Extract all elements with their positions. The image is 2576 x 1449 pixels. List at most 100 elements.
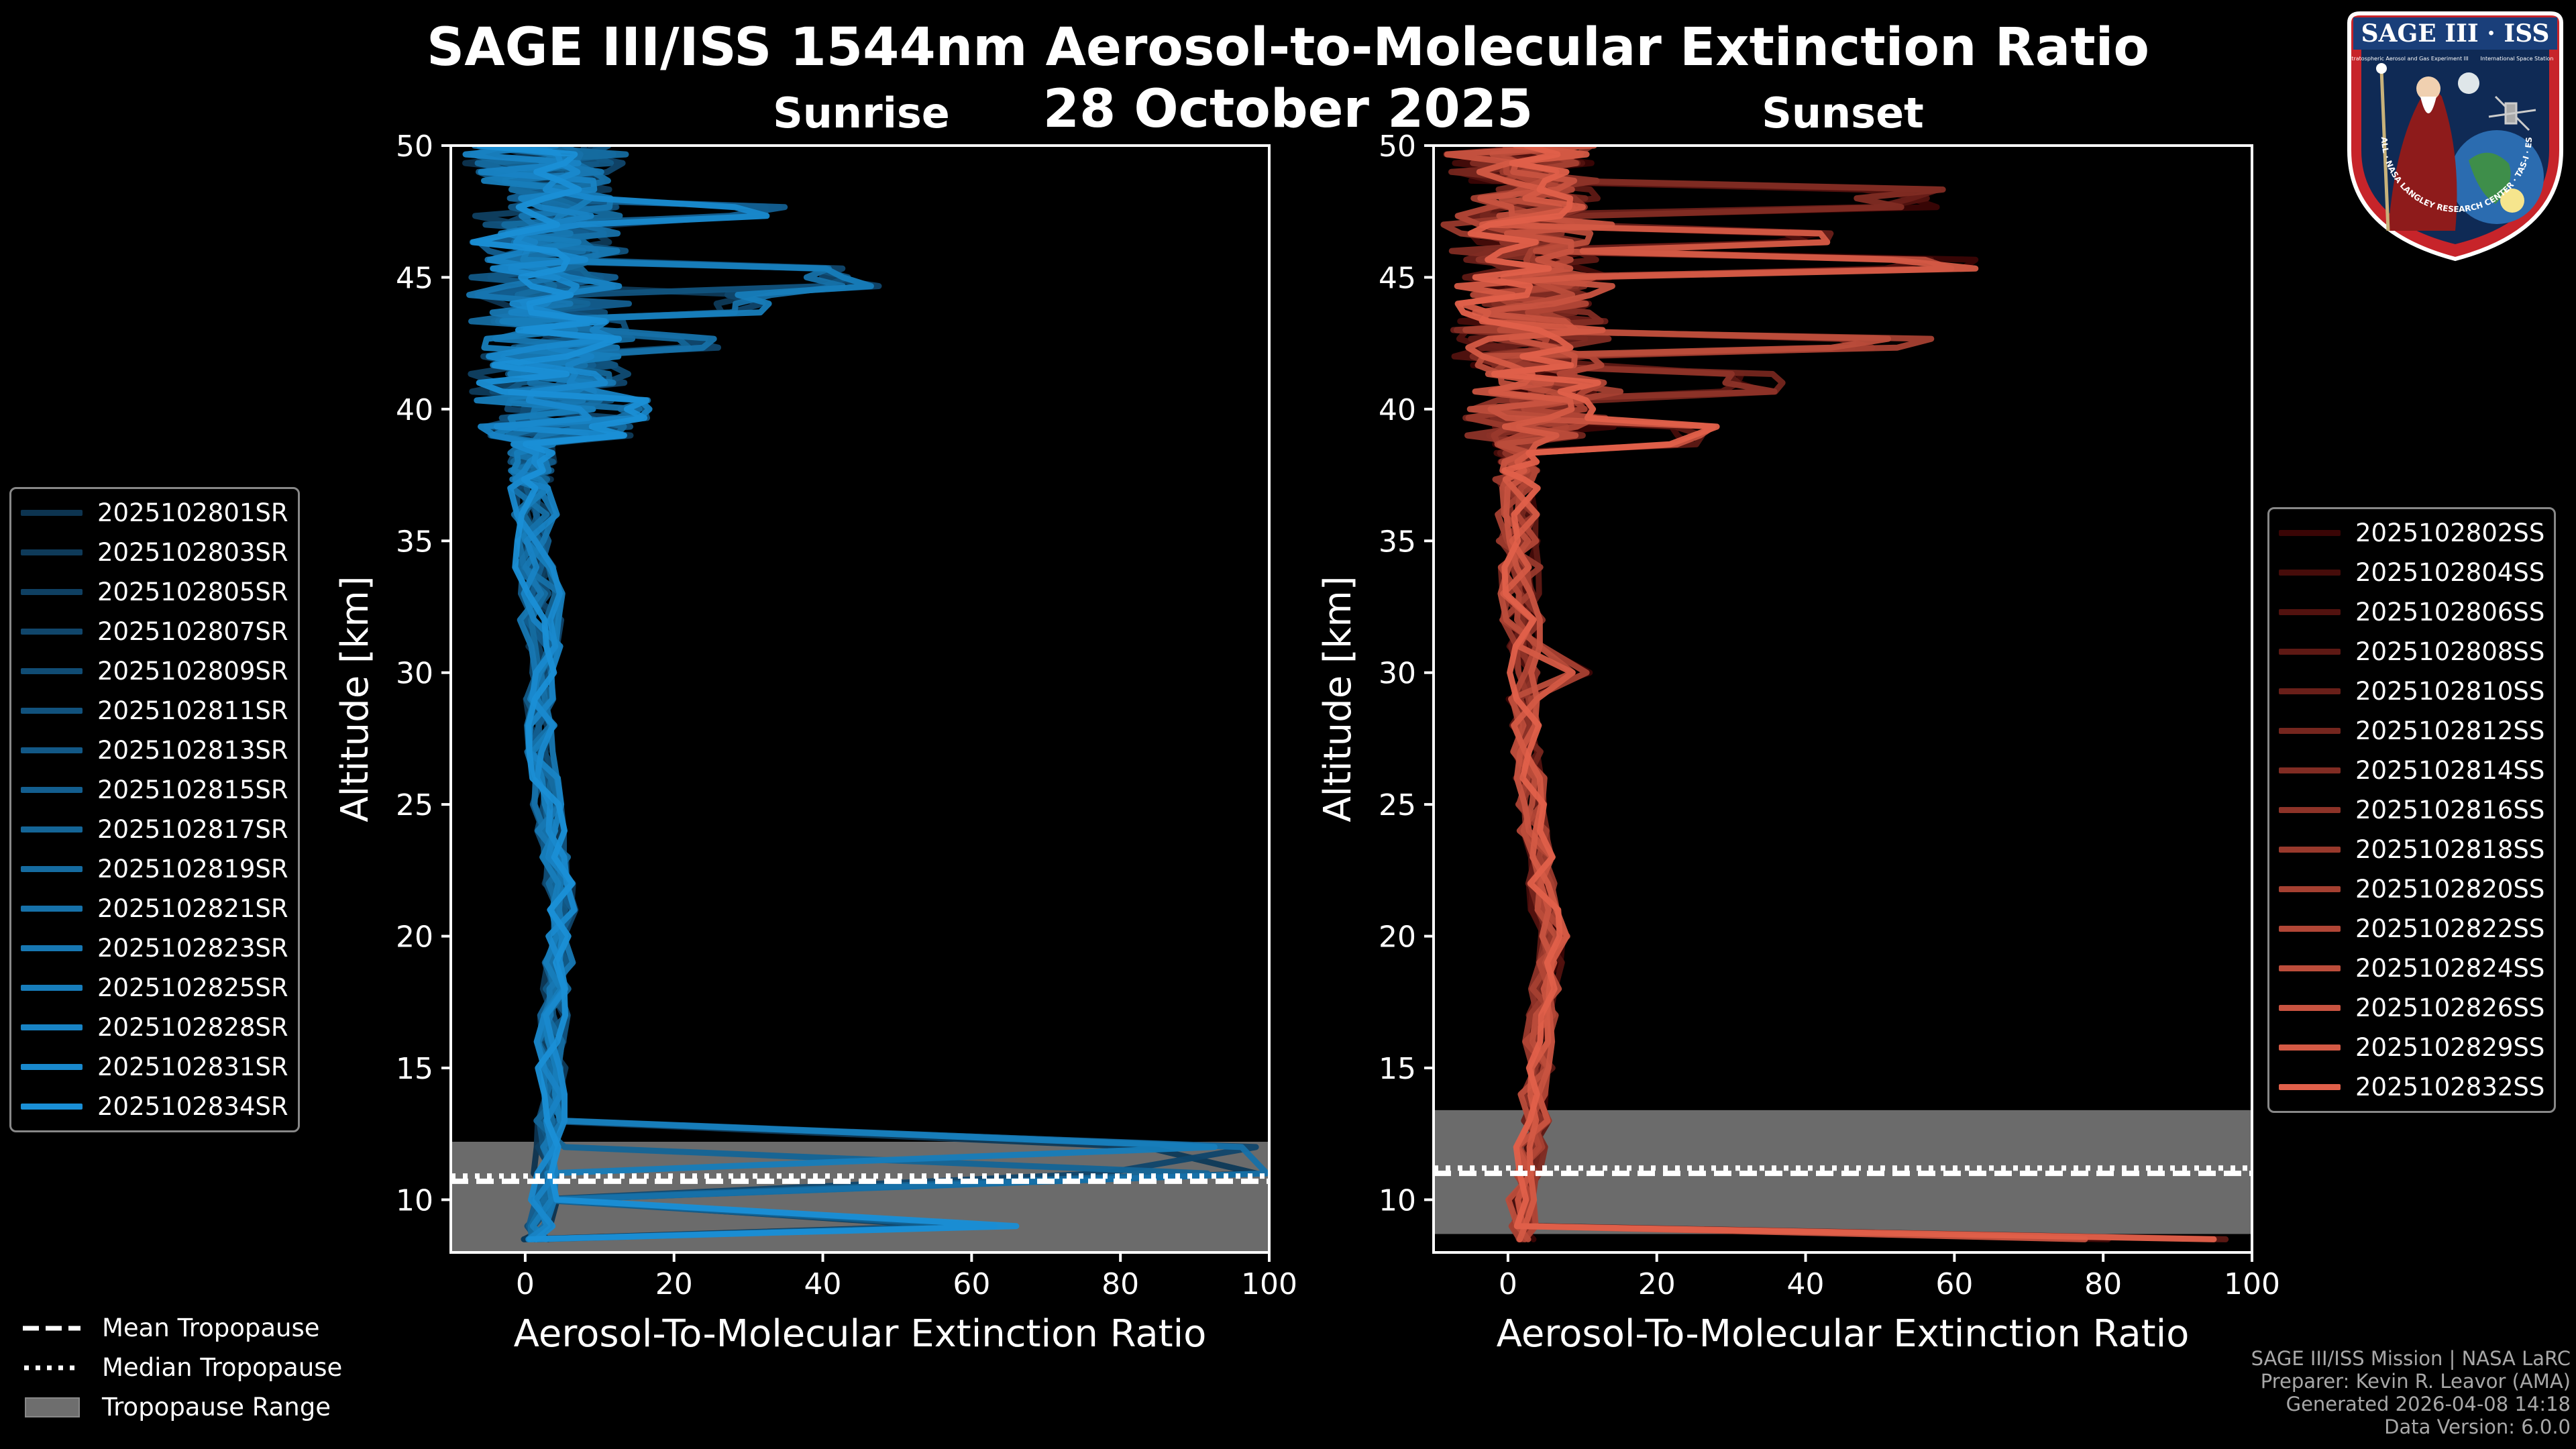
legend-label: 2025102824SS [2355,954,2545,983]
range-swatch [25,1397,80,1417]
legend-label: 2025102828SR [97,1013,288,1042]
legend-median-tropopause: Median Tropopause [20,1348,342,1387]
legend-entry: 2025102816SS [2269,790,2544,830]
legend-entry: 2025102813SR [11,731,288,770]
x-tick-label: 80 [2084,1267,2122,1301]
y-tick-label: 45 [1379,261,1416,295]
legend-entry: 2025102824SS [2269,949,2544,988]
legend-label: 2025102808SS [2355,637,2545,666]
legend-label: 2025102822SS [2355,914,2545,943]
legend-entry: 2025102831SR [11,1047,288,1087]
legend-label: 2025102810SS [2355,677,2545,706]
y-tick-label: 50 [396,129,433,164]
y-tick-label: 35 [1379,525,1416,559]
legend-entry: 2025102812SS [2269,711,2544,751]
x-tick-label: 80 [1102,1267,1139,1301]
x-tick-label: 0 [1499,1267,1517,1301]
credits-preparer: Preparer: Kevin R. Leavor (AMA) [2260,1370,2571,1393]
legend-label: 2025102803SR [97,538,288,567]
legend-entry: 2025102823SR [11,928,288,968]
legend-line-swatch [2279,688,2341,694]
chart-date: 28 October 2025 [1042,79,1534,140]
legend-label: 2025102820SS [2355,875,2545,904]
y-tick-label: 25 [396,788,433,822]
y-tick-label: 25 [1379,788,1416,822]
legend-entry: 2025102825SR [11,968,288,1008]
legend-label: 2025102804SS [2355,558,2545,587]
sunrise-panel: 0 20 40 60 80 100 10 15 20 25 30 35 40 45 50 Aerosol-To… [333,129,1297,1356]
legend-label: 2025102813SR [97,736,288,765]
legend-line-swatch [2279,926,2341,932]
legend-label: 2025102809SR [97,657,288,686]
x-tick-label: 60 [953,1267,990,1301]
y-tick-label: 10 [1379,1183,1416,1218]
legend-line-swatch [21,708,83,714]
plot-frame [449,144,1271,1254]
legend-label: 2025102829SS [2355,1033,2545,1062]
legend-label: 2025102802SS [2355,519,2545,547]
legend-entry: 2025102811SR [11,691,288,731]
legend-label: 2025102819SR [97,855,288,883]
legend-entry: 2025102832SS [2269,1067,2544,1107]
legend-line-swatch [21,549,83,555]
legend-entry: 2025102807SR [11,612,288,651]
legend-line-swatch [21,866,83,872]
legend-line-swatch [21,668,83,674]
x-axis-label: Aerosol-To-Molecular Extinction Ratio [1497,1312,2190,1356]
legend-line-swatch [2279,649,2341,655]
legend-line-swatch [2279,1084,2341,1090]
legend-line-swatch [21,1024,83,1030]
logo-subtitle-left: Stratospheric Aerosol and Gas Experiment… [2348,56,2468,62]
legend-label: 2025102815SR [97,775,288,804]
legend-label: 2025102832SS [2355,1073,2545,1102]
legend-entry: 2025102804SS [2269,553,2544,592]
legend-line-swatch [21,629,83,635]
legend-mean-label: Mean Tropopause [102,1313,320,1342]
dotted-line-swatch [24,1365,80,1370]
legend-entry: 2025102806SS [2269,592,2544,632]
x-tick-label: 40 [1787,1267,1825,1301]
legend-entry: 2025102817SR [11,810,288,849]
legend-line-swatch [21,906,83,912]
legend-label: 2025102823SR [97,934,288,963]
legend-line-swatch [2279,570,2341,576]
legend-line-swatch [21,747,83,753]
y-tick-label: 10 [396,1183,433,1218]
legend-label: 2025102818SS [2355,835,2545,864]
x-tick-label: 100 [1241,1267,1297,1301]
sunrise-legend: 2025102801SR 2025102803SR 2025102805SR 2025… [9,487,300,1132]
sunrise-subtitle: Sunrise [773,89,950,138]
legend-line-swatch [2279,965,2341,971]
legend-line-swatch [21,589,83,595]
sunset-legend: 2025102802SS 2025102804SS 2025102806SS 2025… [2267,507,2557,1113]
x-tick-label: 40 [804,1267,842,1301]
x-tick-label: 0 [516,1267,535,1301]
y-tick-label: 45 [396,261,433,295]
legend-entry: 2025102808SS [2269,632,2544,672]
legend-line-swatch [21,510,83,516]
x-tick-label: 60 [1935,1267,1973,1301]
y-tick-label: 20 [396,920,433,955]
legend-line-swatch [2279,530,2341,536]
legend-line-swatch [2279,807,2341,813]
credits-version: Data Version: 6.0.0 [2384,1415,2571,1438]
legend-label: 2025102801SR [97,498,288,527]
legend-entry: 2025102809SR [11,651,288,691]
legend-median-label: Median Tropopause [102,1353,343,1382]
logo-subtitle-right: International Space Station [2481,56,2554,62]
legend-line-swatch [21,1104,83,1110]
y-tick-label: 20 [1379,920,1416,955]
legend-label: 2025102807SR [97,617,288,646]
legend-entry: 2025102828SR [11,1008,288,1047]
y-tick-label: 15 [396,1052,433,1086]
legend-entry: 2025102834SR [11,1087,288,1126]
legend-label: 2025102834SR [97,1092,288,1121]
sunset-subtitle: Sunset [1762,89,1924,138]
legend-label: 2025102812SS [2355,716,2545,745]
y-axis-label: Altitude [km] [1316,576,1360,822]
y-tick-label: 40 [1379,393,1416,427]
credits-generated: Generated 2026-04-08 14:18 [2286,1393,2571,1415]
y-tick-label: 30 [1379,657,1416,691]
legend-label: 2025102805SR [97,578,288,606]
